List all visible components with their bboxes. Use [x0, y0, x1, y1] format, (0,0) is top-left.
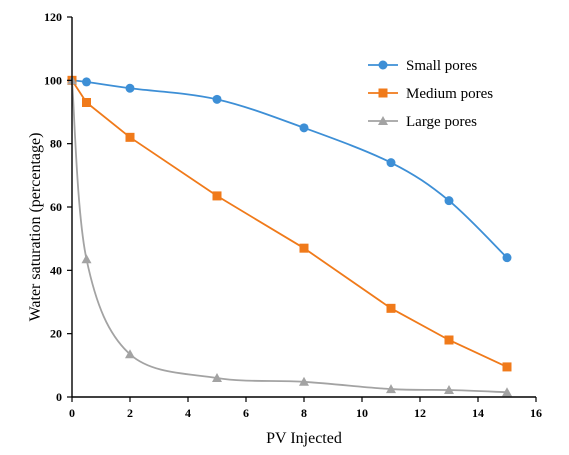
small-pores-point [212, 94, 222, 104]
legend-label-large-pores: Large pores [406, 114, 477, 130]
y-tick-label: 120 [44, 10, 62, 24]
legend-label-small-pores: Small pores [406, 58, 477, 74]
x-tick-label: 8 [301, 406, 307, 420]
x-tick-label: 6 [243, 406, 249, 420]
x-tick-label: 0 [69, 406, 75, 420]
large-pores-point [444, 385, 454, 395]
small-pores-point [444, 196, 454, 206]
series-layer [67, 75, 512, 397]
large-pores-line [71, 80, 508, 394]
large-pores-point [212, 373, 222, 382]
legend-label-medium-pores: Medium pores [406, 86, 493, 102]
y-tick-label: 80 [50, 137, 62, 151]
large-pores-point [386, 384, 396, 394]
watermark-text: 知乎 @niumagnmr [433, 423, 561, 440]
large-pores-point [81, 254, 92, 264]
medium-pores-line [71, 79, 508, 368]
medium-pores-point [386, 303, 396, 313]
x-tick-label: 4 [185, 406, 191, 420]
y-tick-label: 20 [50, 327, 62, 341]
small-pores-point [125, 83, 135, 93]
y-tick-label: 60 [50, 200, 62, 214]
x-tick-label: 12 [414, 406, 426, 420]
medium-pores-point [82, 98, 91, 107]
x-axis-title: PV Injected [266, 430, 342, 447]
small-pores-point [82, 77, 91, 87]
y-tick-label: 100 [44, 73, 62, 87]
y-tick-label: 0 [56, 390, 62, 404]
small-pores-point [299, 123, 309, 133]
x-tick-label: 2 [127, 406, 133, 420]
legend-swatch-marker [378, 60, 388, 70]
medium-pores-point [212, 191, 222, 201]
large-pores-point [502, 387, 512, 397]
medium-pores-point [502, 362, 512, 372]
legend-swatch-marker [378, 88, 388, 98]
small-pores-point [386, 158, 396, 168]
small-pores-point [502, 253, 512, 263]
x-tick-label: 14 [472, 406, 484, 420]
legend: Small pores Medium pores Large pores [368, 58, 493, 130]
y-axis-title: Water saturation (percentage) [27, 133, 44, 322]
medium-pores-point [299, 243, 309, 253]
x-tick-label: 10 [356, 406, 368, 420]
large-pores-point [125, 349, 135, 359]
y-tick-label: 40 [50, 263, 62, 277]
x-tick-label: 16 [530, 406, 542, 420]
medium-pores-point [444, 335, 454, 345]
large-pores-point [299, 376, 309, 386]
legend-swatch-marker [378, 116, 388, 125]
medium-pores-point [125, 132, 135, 142]
ticks: 0 2 4 6 8 10 12 14 16 0 20 40 60 80 100 120 [44, 10, 542, 420]
